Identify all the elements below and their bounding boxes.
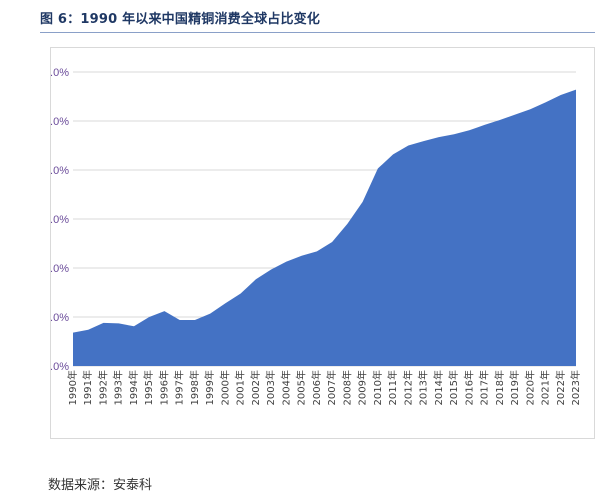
x-tick-label: 2000年	[218, 370, 231, 405]
x-tick-label: 2005年	[295, 370, 308, 405]
x-tick-label: 1997年	[173, 370, 186, 405]
x-tick-label: 2003年	[264, 370, 277, 405]
copper-share-area	[73, 89, 576, 366]
area-chart: 0.0% 10.0% 20.0% 30.0% 40.0% 50.0% 60.0% 1990年…	[51, 67, 582, 405]
chart-frame: 0.0% 10.0% 20.0% 30.0% 40.0% 50.0% 60.0% 1990年…	[50, 47, 595, 439]
x-tick-label: 1995年	[142, 370, 155, 405]
y-tick-label: 10.0%	[51, 312, 69, 324]
x-tick-label: 1992年	[96, 370, 109, 405]
y-tick-label: 50.0%	[51, 116, 69, 128]
x-axis-ticks: 1990年 1991年 1992年 1993年 1994年 1995年 1996年 1997年…	[66, 370, 582, 405]
x-tick-label: 2018年	[493, 370, 506, 405]
x-tick-label: 2017年	[478, 370, 491, 405]
x-tick-label: 2011年	[386, 370, 399, 405]
y-tick-label: 40.0%	[51, 165, 69, 177]
x-tick-label: 1990年	[66, 370, 79, 405]
x-tick-label: 2020年	[523, 370, 536, 405]
x-tick-label: 2012年	[401, 370, 414, 405]
x-tick-label: 1998年	[188, 370, 201, 405]
x-tick-label: 2008年	[340, 370, 353, 405]
x-tick-label: 2002年	[249, 370, 262, 405]
x-tick-label: 2019年	[508, 370, 521, 405]
y-tick-label: 20.0%	[51, 263, 69, 275]
x-tick-label: 2022年	[554, 370, 567, 405]
x-tick-label: 1999年	[203, 370, 216, 405]
y-tick-label: 30.0%	[51, 214, 69, 226]
x-tick-label: 2014年	[432, 370, 445, 405]
x-tick-label: 2009年	[356, 370, 369, 405]
x-tick-label: 1993年	[112, 370, 125, 405]
x-tick-label: 2010年	[371, 370, 384, 405]
y-tick-label: 0.0%	[51, 361, 69, 373]
x-tick-label: 2007年	[325, 370, 338, 405]
y-tick-label: 60.0%	[51, 67, 69, 79]
x-tick-label: 1991年	[81, 370, 94, 405]
x-tick-label: 2004年	[279, 370, 292, 405]
x-tick-label: 2023年	[569, 370, 582, 405]
x-tick-label: 2006年	[310, 370, 323, 405]
y-axis-ticks: 0.0% 10.0% 20.0% 30.0% 40.0% 50.0% 60.0%	[51, 67, 69, 373]
data-source-note: 数据来源：安泰科	[48, 478, 153, 493]
x-tick-label: 2016年	[462, 370, 475, 405]
x-tick-label: 2013年	[417, 370, 430, 405]
x-tick-label: 1994年	[127, 370, 140, 405]
x-tick-label: 1996年	[157, 370, 170, 405]
x-tick-label: 2001年	[234, 370, 247, 405]
series-area	[73, 89, 576, 366]
figure-title: 图 6：1990 年以来中国精铜消费全球占比变化	[40, 12, 321, 27]
title-divider	[40, 32, 595, 33]
x-tick-label: 2021年	[539, 370, 552, 405]
x-tick-label: 2015年	[447, 370, 460, 405]
